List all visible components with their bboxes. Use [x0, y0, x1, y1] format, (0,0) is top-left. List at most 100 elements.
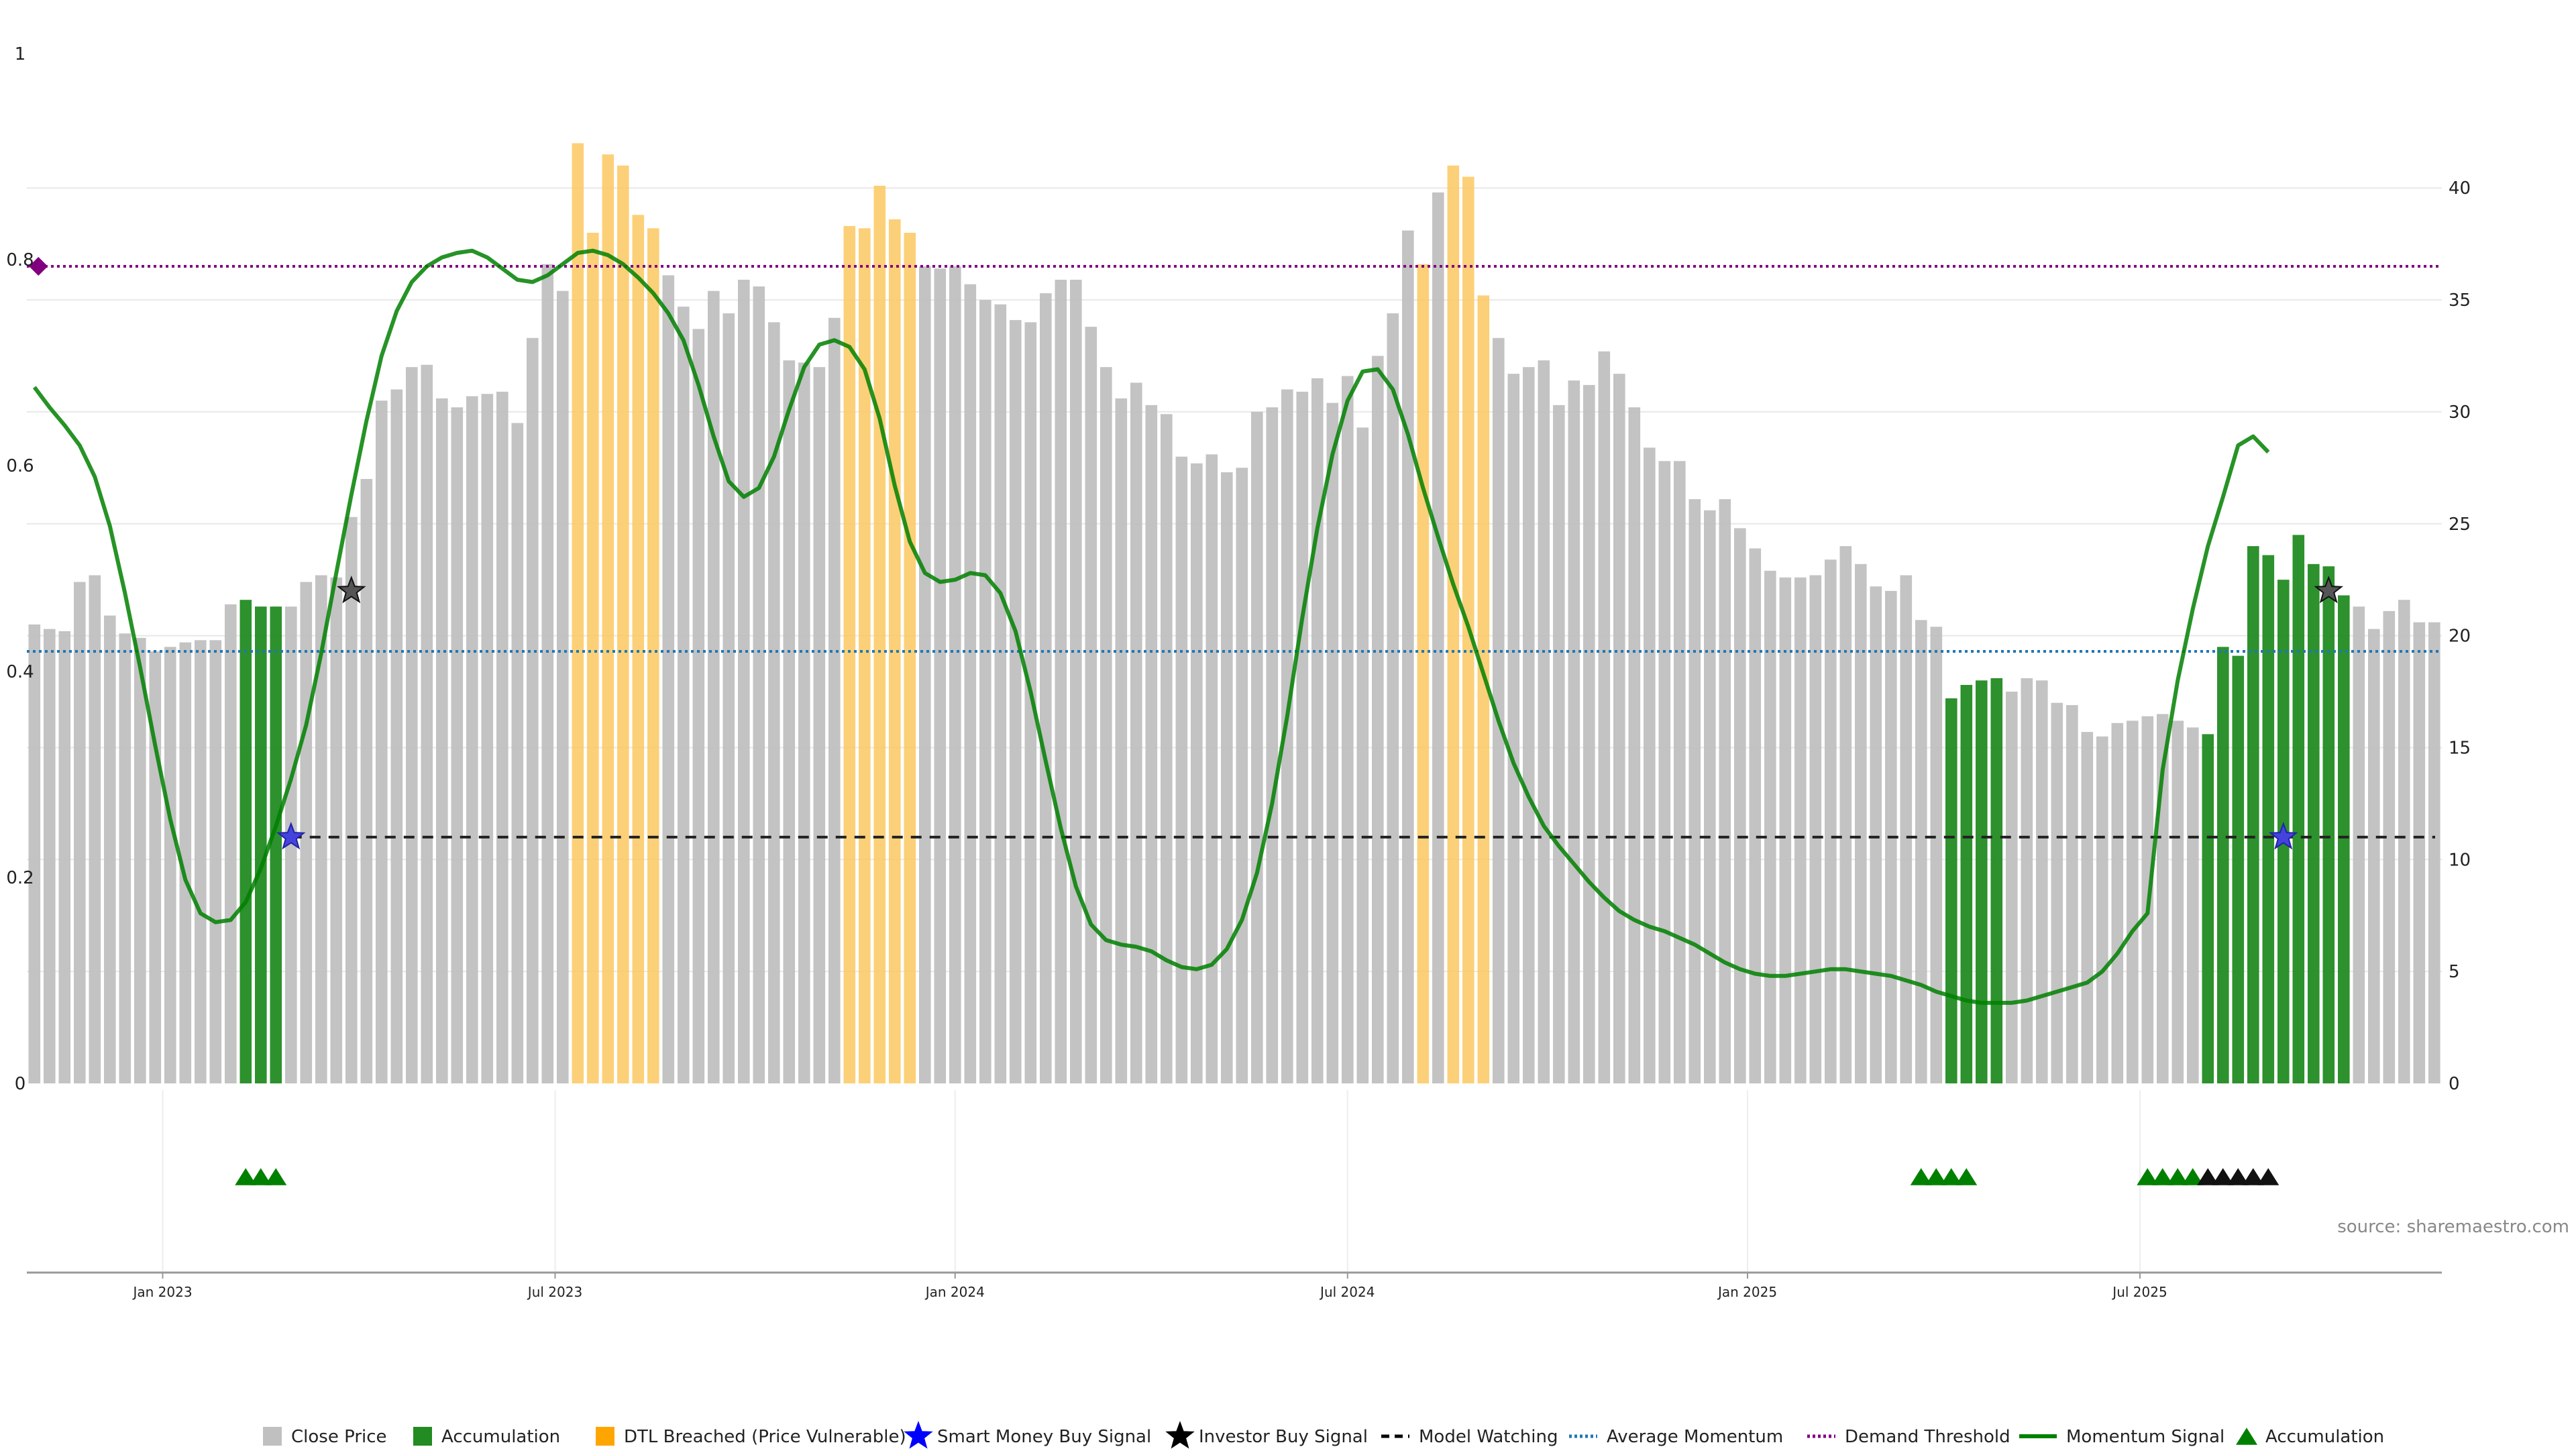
legend-label: Close Price [291, 1427, 387, 1447]
close-price-bar [1598, 351, 1611, 1083]
close-price-bar [2353, 606, 2365, 1083]
legend-swatch [596, 1427, 614, 1446]
y-right-tick-label: 20 [2449, 627, 2471, 647]
close-price-bar [1040, 293, 1052, 1084]
y-left-tick-label: 0.8 [6, 250, 34, 270]
close-price-bar [345, 517, 358, 1083]
close-price-bar [1191, 463, 1203, 1083]
reference-lines [27, 265, 2442, 839]
legend-item: DTL Breached (Price Vulnerable) [596, 1427, 906, 1447]
y-right-tick-label: 35 [2449, 290, 2471, 311]
close-price-bar [1236, 468, 1248, 1083]
investor-buy-star [2314, 576, 2344, 604]
legend-swatch [263, 1427, 282, 1446]
price-bars [28, 143, 2440, 1084]
legend-item: Model Watching [1381, 1427, 1558, 1447]
close-price-bar [74, 582, 86, 1083]
close-price-bar [496, 391, 508, 1083]
accumulation-triangle [1925, 1168, 1947, 1185]
dtl-breached-bar [889, 219, 901, 1083]
accumulation-bar [255, 606, 267, 1083]
close-price-bar [1387, 313, 1399, 1084]
x-tick-label: Jan 2023 [131, 1284, 192, 1300]
close-price-bar [1296, 391, 1309, 1083]
legend-item: Average Momentum [1569, 1427, 1783, 1447]
accumulation-triangle [2167, 1168, 2189, 1185]
close-price-bar [1281, 389, 1293, 1083]
legend-triangle-icon [2236, 1428, 2257, 1445]
accumulation-bar [2292, 535, 2305, 1083]
close-price-bar [2021, 678, 2033, 1083]
dtl-breached-bar [572, 143, 584, 1083]
close-price-bar [421, 364, 433, 1083]
legend-item: Smart Money Buy Signal [904, 1421, 1151, 1449]
close-price-bar [1764, 570, 1776, 1083]
accumulation-bar [2338, 595, 2350, 1083]
accumulation-bar [1960, 685, 1973, 1083]
accumulation-bar [2247, 546, 2259, 1083]
investor-buy-star [336, 576, 366, 604]
close-price-bar [511, 423, 524, 1083]
legend-label: Accumulation [441, 1427, 560, 1447]
dtl-breached-bar [617, 165, 629, 1083]
close-price-bar [1915, 620, 1927, 1084]
x-tick-label: Jul 2023 [527, 1284, 582, 1300]
close-price-bar [315, 575, 327, 1083]
accumulation-panel [235, 1168, 2279, 1185]
accumulation-triangle [235, 1168, 257, 1185]
close-price-bar [1085, 327, 1097, 1084]
close-price-bar [1024, 322, 1037, 1083]
legend-label: Demand Threshold [1845, 1427, 2010, 1447]
close-price-bar [2096, 736, 2108, 1083]
close-price-bar [708, 290, 720, 1084]
accumulation-triangle [265, 1168, 287, 1185]
close-price-bar [2006, 692, 2018, 1083]
accumulation-bar [239, 600, 252, 1083]
close-price-bar [1583, 384, 1595, 1083]
legend-swatch [413, 1427, 432, 1446]
close-price-bar [58, 631, 71, 1083]
dtl-breached-bar [587, 233, 599, 1083]
close-price-bar [2111, 722, 2124, 1084]
legend-label: Investor Buy Signal [1199, 1427, 1368, 1447]
momentum-signal-line [32, 248, 2270, 1005]
close-price-bar [436, 398, 448, 1083]
legend-item: Accumulation [413, 1427, 560, 1447]
accumulation-bar [2232, 655, 2245, 1083]
dtl-breached-bar [873, 185, 886, 1083]
close-price-bar [1568, 380, 1580, 1084]
close-price-bar [360, 479, 373, 1083]
close-price-bar [662, 275, 675, 1083]
dtl-breached-bar [602, 154, 614, 1084]
close-price-bar [1809, 575, 1822, 1083]
dtl-breached-bar [1447, 165, 1460, 1083]
close-price-bar [1055, 280, 1067, 1083]
close-price-bar [28, 624, 41, 1083]
dtl-breached-bar [1417, 264, 1430, 1084]
close-price-bar [934, 268, 947, 1083]
close-price-bar [1115, 398, 1128, 1083]
close-price-bar [2127, 720, 2139, 1083]
accumulation-triangle [2151, 1168, 2174, 1185]
dtl-breached-bar [843, 225, 856, 1083]
close-price-bar [1161, 414, 1173, 1084]
accumulation-bar [1990, 678, 2003, 1083]
close-price-bar [376, 400, 388, 1083]
close-price-bar [466, 396, 478, 1083]
accumulation-triangle-black [2212, 1168, 2234, 1185]
close-price-bar [1870, 586, 1882, 1083]
x-tick-label: Jul 2025 [2111, 1284, 2167, 1300]
legend-item: Accumulation [2236, 1427, 2384, 1447]
x-tick-label: Jan 2024 [924, 1284, 985, 1300]
smart-money-buy-star [276, 822, 306, 850]
close-price-bar [390, 389, 403, 1083]
legend-label: Accumulation [2265, 1427, 2384, 1447]
accumulation-triangle-black [2257, 1168, 2279, 1185]
legend-item: Investor Buy Signal [1165, 1421, 1368, 1449]
close-price-bar [813, 367, 826, 1084]
close-price-bar [678, 307, 690, 1084]
accumulation-bar [270, 606, 282, 1083]
accumulation-triangle [1955, 1168, 1978, 1185]
